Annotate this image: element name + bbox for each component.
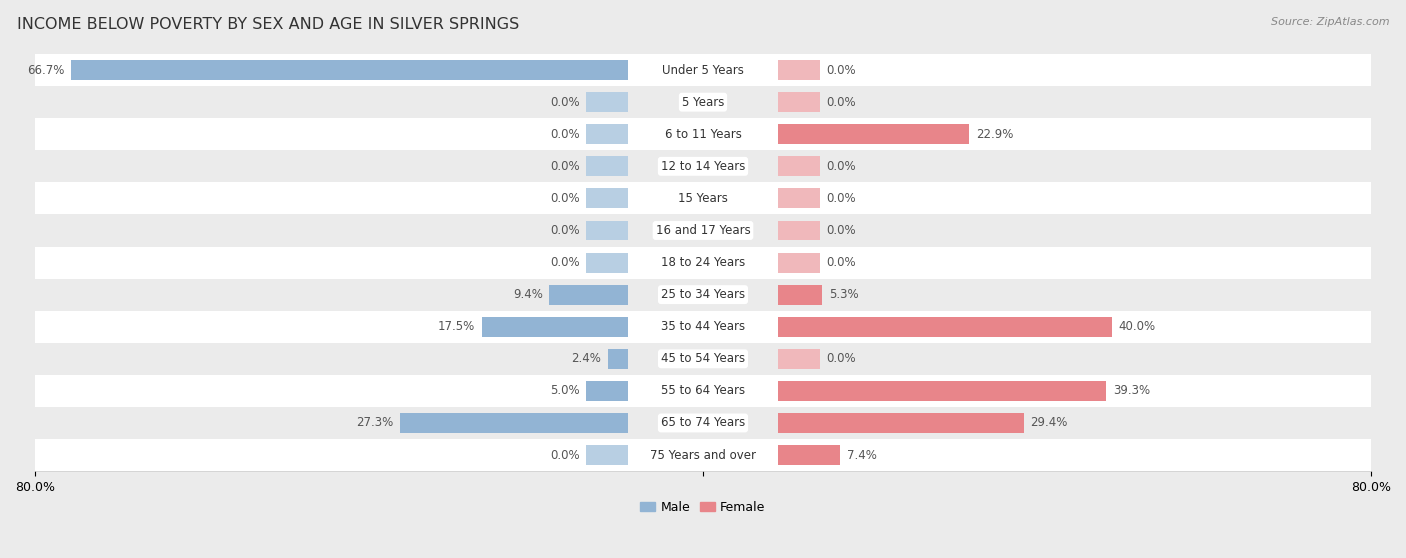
Bar (778, 285, 823, 305)
Bar (35, 214, 1371, 247)
Text: 5.3%: 5.3% (830, 288, 859, 301)
Text: 0.0%: 0.0% (550, 256, 579, 269)
Text: 7.4%: 7.4% (846, 449, 876, 461)
Bar (778, 445, 839, 465)
Bar (586, 220, 628, 240)
Bar (586, 156, 628, 176)
Bar (778, 189, 820, 208)
Text: 66.7%: 66.7% (27, 64, 65, 76)
Bar (586, 253, 628, 272)
Text: Under 5 Years: Under 5 Years (662, 64, 744, 76)
Bar (586, 92, 628, 112)
Bar (35, 278, 1371, 311)
Bar (586, 124, 628, 144)
Text: 0.0%: 0.0% (827, 256, 856, 269)
Text: INCOME BELOW POVERTY BY SEX AND AGE IN SILVER SPRINGS: INCOME BELOW POVERTY BY SEX AND AGE IN S… (17, 17, 519, 32)
Text: 12 to 14 Years: 12 to 14 Years (661, 160, 745, 173)
Text: 0.0%: 0.0% (827, 352, 856, 365)
Text: 0.0%: 0.0% (550, 192, 579, 205)
Text: 75 Years and over: 75 Years and over (650, 449, 756, 461)
Text: 17.5%: 17.5% (437, 320, 475, 333)
Bar (35, 311, 1371, 343)
Text: 0.0%: 0.0% (827, 95, 856, 109)
Text: 40.0%: 40.0% (1119, 320, 1156, 333)
Bar (35, 375, 1371, 407)
Text: 0.0%: 0.0% (827, 224, 856, 237)
Text: 29.4%: 29.4% (1031, 416, 1067, 430)
Bar (550, 285, 628, 305)
Text: 0.0%: 0.0% (827, 160, 856, 173)
Bar (586, 381, 628, 401)
Bar (35, 86, 1371, 118)
Bar (482, 317, 628, 336)
Bar (35, 182, 1371, 214)
Text: 18 to 24 Years: 18 to 24 Years (661, 256, 745, 269)
Text: 0.0%: 0.0% (550, 449, 579, 461)
Bar (778, 381, 1107, 401)
Bar (778, 317, 1112, 336)
Text: 39.3%: 39.3% (1114, 384, 1150, 397)
Text: 5.0%: 5.0% (550, 384, 579, 397)
Bar (35, 247, 1371, 278)
Bar (35, 118, 1371, 150)
Text: Source: ZipAtlas.com: Source: ZipAtlas.com (1271, 17, 1389, 27)
Text: 45 to 54 Years: 45 to 54 Years (661, 352, 745, 365)
Text: 65 to 74 Years: 65 to 74 Years (661, 416, 745, 430)
Text: 55 to 64 Years: 55 to 64 Years (661, 384, 745, 397)
Bar (778, 156, 820, 176)
Bar (778, 220, 820, 240)
Legend: Male, Female: Male, Female (636, 496, 770, 519)
Text: 0.0%: 0.0% (550, 160, 579, 173)
Bar (778, 253, 820, 272)
Bar (607, 349, 628, 369)
Text: 0.0%: 0.0% (827, 64, 856, 76)
Text: 9.4%: 9.4% (513, 288, 543, 301)
Text: 0.0%: 0.0% (827, 192, 856, 205)
Bar (35, 54, 1371, 86)
Bar (399, 413, 628, 433)
Bar (35, 343, 1371, 375)
Text: 27.3%: 27.3% (356, 416, 394, 430)
Text: 0.0%: 0.0% (550, 128, 579, 141)
Bar (778, 124, 969, 144)
Text: 0.0%: 0.0% (550, 95, 579, 109)
Text: 5 Years: 5 Years (682, 95, 724, 109)
Bar (35, 150, 1371, 182)
Text: 16 and 17 Years: 16 and 17 Years (655, 224, 751, 237)
Text: 25 to 34 Years: 25 to 34 Years (661, 288, 745, 301)
Bar (35, 439, 1371, 471)
Text: 15 Years: 15 Years (678, 192, 728, 205)
Bar (586, 189, 628, 208)
Text: 0.0%: 0.0% (550, 224, 579, 237)
Bar (586, 445, 628, 465)
Text: 35 to 44 Years: 35 to 44 Years (661, 320, 745, 333)
Bar (778, 349, 820, 369)
Bar (778, 92, 820, 112)
Bar (778, 413, 1024, 433)
Bar (70, 60, 628, 80)
Text: 22.9%: 22.9% (976, 128, 1014, 141)
Bar (35, 407, 1371, 439)
Text: 2.4%: 2.4% (571, 352, 602, 365)
Bar (778, 60, 820, 80)
Text: 6 to 11 Years: 6 to 11 Years (665, 128, 741, 141)
